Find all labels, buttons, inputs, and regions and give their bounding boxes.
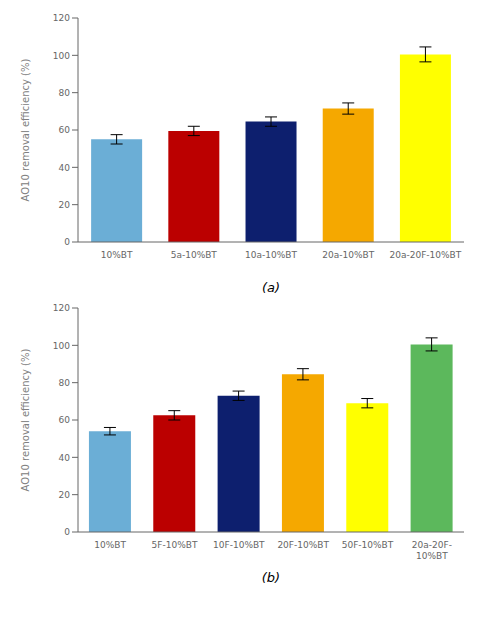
html-text:(b): (b): [261, 570, 281, 585]
svg-text:20a-20F-10%BT: 20a-20F-10%BT: [390, 250, 462, 260]
svg-text:20: 20: [59, 200, 71, 210]
svg-text:10a-10%BT: 10a-10%BT: [245, 250, 297, 260]
svg-text:20a-20F-10%BT: 20a-20F-10%BT: [412, 540, 452, 560]
svg-text:80: 80: [59, 378, 71, 388]
svg-text:20a-10%BT: 20a-10%BT: [322, 250, 374, 260]
html-text:(a): (a): [261, 280, 281, 295]
svg-text:20F-10%BT: 20F-10%BT: [277, 540, 329, 550]
svg-text:50F-10%BT: 50F-10%BT: [342, 540, 394, 550]
svg-text:100: 100: [53, 341, 70, 351]
svg-text:0: 0: [64, 237, 70, 247]
svg-text:120: 120: [53, 13, 70, 23]
svg-text:5F-10%BT: 5F-10%BT: [152, 540, 198, 550]
svg-text:10F-10%BT: 10F-10%BT: [213, 540, 265, 550]
svg-text:0: 0: [64, 527, 70, 537]
svg-text:120: 120: [53, 303, 70, 313]
svg-text:AO10 removal efficiency (%): AO10 removal efficiency (%): [20, 348, 31, 491]
svg-text:60: 60: [59, 415, 71, 425]
svg-text:60: 60: [59, 125, 71, 135]
svg-text:40: 40: [59, 163, 71, 173]
svg-text:20: 20: [59, 490, 71, 500]
svg-text:100: 100: [53, 51, 70, 61]
svg-text:5a-10%BT: 5a-10%BT: [171, 250, 218, 260]
svg-text:10%BT: 10%BT: [101, 250, 133, 260]
svg-text:10%BT: 10%BT: [94, 540, 126, 550]
svg-text:AO10 removal efficiency (%): AO10 removal efficiency (%): [20, 58, 31, 201]
svg-text:80: 80: [59, 88, 71, 98]
svg-text:40: 40: [59, 453, 71, 463]
